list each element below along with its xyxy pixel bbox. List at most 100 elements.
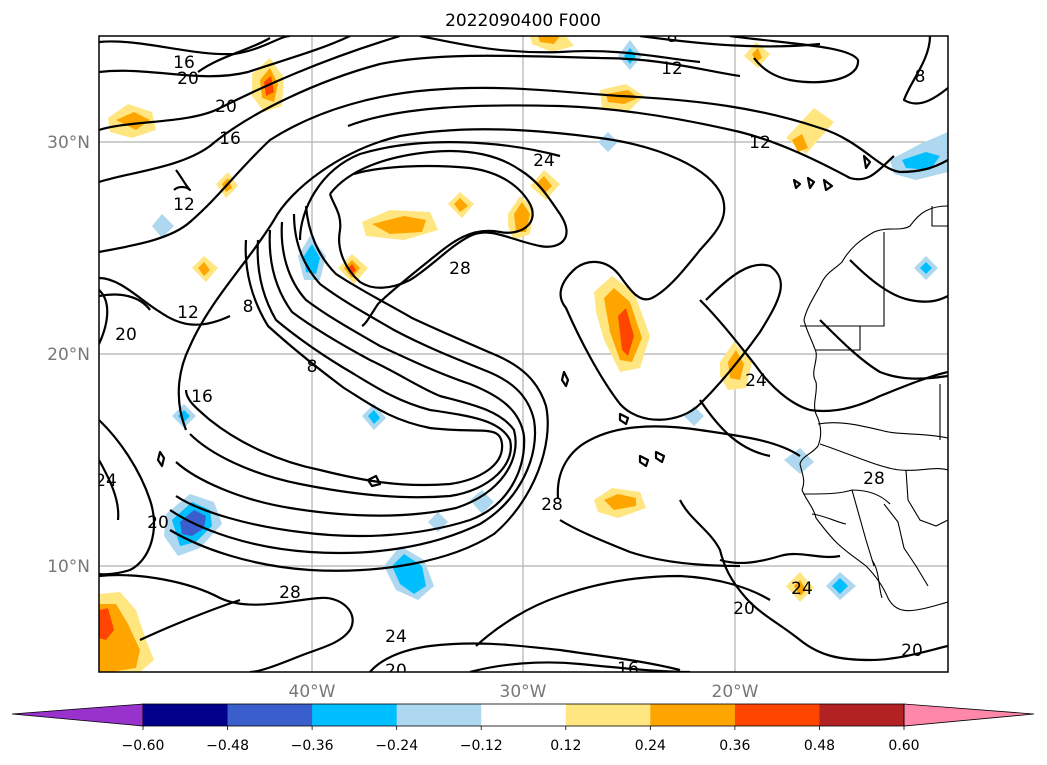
colorbar-segment [227, 704, 313, 726]
contour-line [139, 598, 241, 641]
contour-line [156, 450, 166, 468]
negative-anomaly-patch [598, 132, 618, 152]
contour-label: 8 [307, 357, 318, 377]
contour-line [99, 36, 291, 56]
anomaly-shading [99, 36, 948, 672]
contour-line [849, 259, 948, 303]
contour-label: 28 [541, 495, 563, 515]
longitude-labels: 40°W 30°W 20°W [289, 682, 759, 702]
positive-anomaly-patch [348, 264, 356, 274]
contour-label: 8 [667, 27, 678, 47]
contour-lines [99, 36, 948, 672]
contour-label: 24 [533, 151, 555, 171]
coastlines [799, 205, 948, 612]
contour-label: 20 [901, 641, 923, 661]
contour-line [618, 412, 630, 426]
contour-line [638, 454, 650, 468]
contour-label: 24 [745, 371, 767, 391]
positive-anomaly-patch [792, 134, 808, 152]
contour-line [99, 419, 155, 576]
positive-anomaly-patch [604, 494, 636, 510]
colorbar-segments [143, 704, 905, 726]
contour-label: 16 [617, 659, 639, 679]
contour-line [99, 459, 120, 521]
contour-line [559, 519, 741, 568]
contour-label: 12 [173, 195, 195, 215]
contour-line [560, 370, 570, 388]
contour-line [475, 574, 771, 647]
contour-line [347, 104, 895, 181]
colorbar-segment [481, 704, 567, 726]
contour-line [99, 36, 351, 78]
positive-anomaly-patch [454, 198, 468, 212]
colorbar-segment [565, 704, 651, 726]
contour-label: 20 [177, 69, 199, 89]
contour-line [99, 276, 231, 326]
contour-line [173, 169, 192, 192]
colorbar-frame [142, 703, 905, 727]
lat-label-20n: 20°N [47, 345, 90, 365]
contour-line [366, 474, 382, 488]
colorbar-segment [734, 704, 820, 726]
contour-line [419, 36, 701, 64]
colorbar-tick-label: 0.12 [550, 738, 581, 754]
colorbar-segment [396, 704, 482, 726]
positive-anomaly-patch [372, 216, 426, 234]
contour-label: 20 [115, 325, 137, 345]
contour-line [99, 86, 948, 254]
contour-line [169, 205, 549, 572]
contour-line [298, 141, 561, 241]
colorbar-tick-label: −0.36 [291, 738, 334, 754]
contour-label: 20 [733, 599, 755, 619]
contour-line [654, 450, 666, 464]
contour-line [806, 176, 816, 190]
negative-anomaly-patch [470, 490, 494, 514]
contour-label: 12 [661, 59, 683, 79]
contour-line [719, 552, 841, 565]
contour-label: 28 [279, 583, 301, 603]
lat-label-10n: 10°N [47, 557, 90, 577]
colorbar-tick-label: 0.48 [804, 738, 835, 754]
contour-label: 28 [863, 469, 885, 489]
contour-line [822, 178, 834, 192]
colorbar-tick-label: 0.24 [635, 738, 666, 754]
contour-label: 24 [95, 471, 117, 491]
contour-line [369, 642, 681, 672]
contour-line [99, 36, 401, 132]
contour-line [792, 178, 802, 190]
colorbar-segment [143, 704, 229, 726]
contour-line [679, 499, 948, 662]
negative-anomaly-patch [902, 152, 940, 170]
positive-anomaly-patch [618, 308, 634, 356]
latitude-labels: 30°N 20°N 10°N [47, 133, 90, 577]
positive-anomaly-patch [536, 176, 552, 194]
lon-label-20w: 20°W [712, 682, 759, 702]
contour-line [862, 154, 872, 170]
contour-label: 20 [147, 513, 169, 533]
colorbar-segment [312, 704, 398, 726]
contour-label: 8 [243, 297, 254, 317]
contour-line [469, 661, 691, 672]
negative-anomaly-patch [684, 406, 704, 426]
colorbar-tick-label: 0.36 [719, 738, 750, 754]
positive-anomaly-patch [794, 580, 806, 596]
positive-anomaly-patch [198, 262, 210, 276]
contour-line [99, 574, 354, 672]
colorbar-segment [819, 704, 905, 726]
contour-label: 8 [915, 67, 926, 87]
contour-label: 24 [385, 627, 407, 647]
contour-line [699, 299, 948, 413]
lon-label-30w: 30°W [500, 682, 547, 702]
negative-anomaly-patch [920, 262, 932, 274]
contour-label: 12 [177, 303, 199, 323]
colorbar-tick-label: 0.60 [888, 738, 919, 754]
lon-label-40w: 40°W [289, 682, 336, 702]
map-title: 2022090400 F000 [445, 11, 601, 31]
map-frame [98, 35, 949, 673]
colorbar: −0.60 −0.48 −0.36 −0.24 −0.12 0.12 0.24 0.36 0.4… [11, 703, 1035, 754]
contour-line [99, 54, 741, 184]
contour-label: 28 [449, 259, 471, 279]
contour-line [197, 37, 271, 73]
contour-line [699, 399, 771, 458]
